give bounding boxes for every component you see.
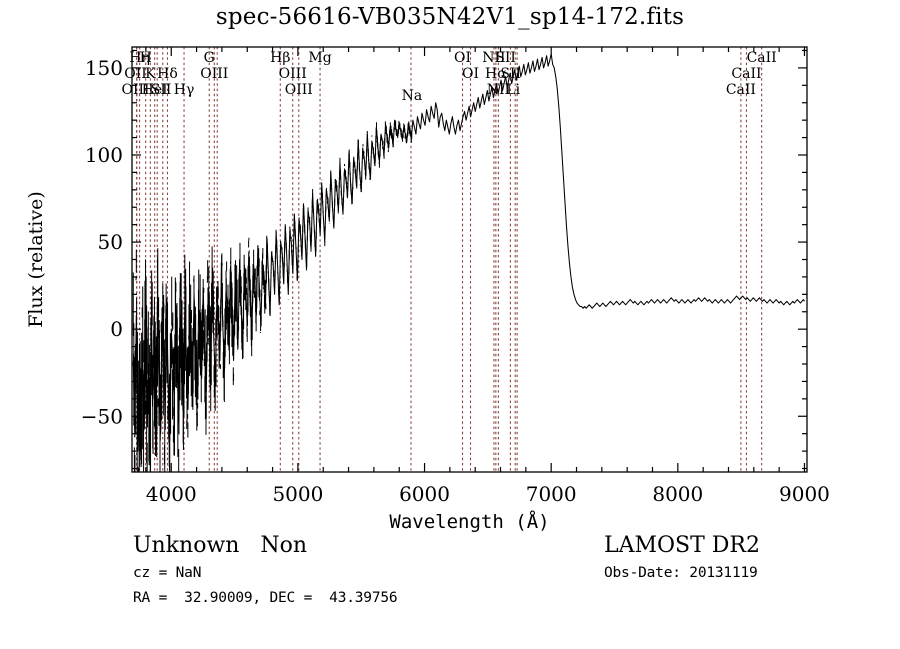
x-tick-label: 4000 [146,482,197,506]
spectral-line-label: OIII [122,82,150,98]
spectral-line-label: OIII [285,82,313,98]
spectral-line-label: SII [500,66,521,82]
spectral-line-label: Mg [308,50,331,66]
x-tick-label: 9000 [779,482,830,506]
survey-name: LAMOST DR2 [604,533,760,558]
spectral-line-label: NII [487,82,510,98]
chart-root: 4000 5000 6000 7000 8000 9000 Wavelength (Å) −5… [25,46,830,533]
spectral-line-label: Hα [485,66,507,82]
spectral-line-label: Hγ [174,82,195,98]
spectrum-noise-blue [132,235,268,472]
x-tick-label: 8000 [652,482,703,506]
x-tick-label: 6000 [399,482,450,506]
y-tick-label: 50 [98,230,123,254]
spectral-line-label: Na [402,88,423,104]
spectral-line-label: CaII [731,66,761,82]
spectral-line-label: OI [462,66,479,82]
y-tick-label: 0 [110,317,123,341]
y-tick-label: 100 [85,143,123,167]
spectrum-trace-group [132,53,805,472]
x-axis-title: Wavelength (Å) [389,510,549,533]
spectral-line-label: OI [454,50,471,66]
spectral-line-label: K [145,66,156,82]
x-tick-label: 7000 [526,482,577,506]
spectral-line-label: OIII [200,66,228,82]
spectral-line-label: H [140,50,152,66]
spectral-line-label: OIII [279,66,307,82]
spectral-line-label: CaII [747,50,777,66]
obs-date: Obs-Date: 20131119 [604,565,758,582]
spectral-line-label: CaII [726,82,756,98]
spectrum-noise-green [267,120,413,316]
x-axis: 4000 5000 6000 7000 8000 9000 Wavelength (Å) [145,47,830,533]
spectral-line-label: NII [482,50,505,66]
y-axis: −50 0 50 100 150 Flux (relative) [25,49,807,470]
metadata-left: Unknown Non cz = NaN RA = 32.90009, DEC … [133,533,563,606]
spectral-line-label: HeI [142,82,168,98]
spectral-line-label: Li [506,82,520,98]
x-tick-label: 5000 [272,482,323,506]
page-title: spec-56616-VB035N42V1_sp14-172.fits [215,4,685,30]
spectral-line-label: Hδ [157,66,178,82]
y-tick-label: −50 [81,404,123,428]
metadata-right: LAMOST DR2 Obs-Date: 20131119 [604,533,884,581]
spectral-line-label: SII [151,82,172,98]
spectrum-trace [132,53,805,461]
object-class: Unknown Non [133,533,308,558]
spectral-line-label: G [204,50,215,66]
coordinates: RA = 32.90009, DEC = 43.39756 [133,590,398,607]
y-axis-title: Flux (relative) [25,191,47,328]
spectral-line-label: SII [495,50,516,66]
cz-value: cz = NaN [133,565,202,582]
spectral-line-label: Hβ [270,50,290,66]
spectral-line-label: Hη [129,50,150,66]
y-tick-label: 150 [85,56,123,80]
spectral-line-label: OII [124,66,147,82]
